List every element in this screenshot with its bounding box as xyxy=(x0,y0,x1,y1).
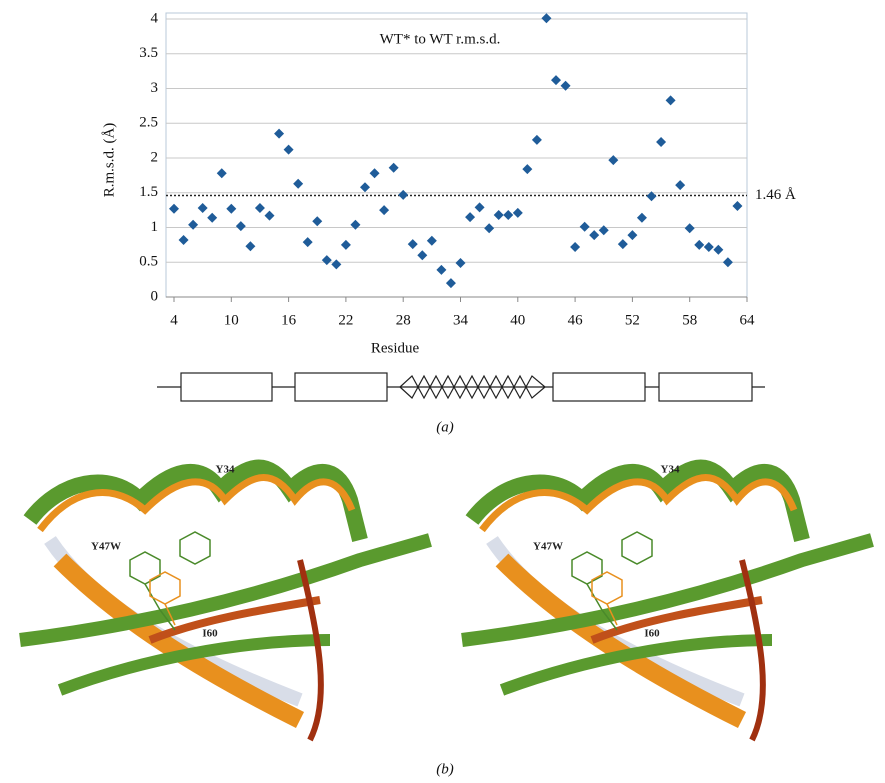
residue-label: I60 xyxy=(644,628,660,640)
residue-label: Y47W xyxy=(91,541,121,553)
structure-view xyxy=(462,468,872,741)
line-chart: 0 0.5 1 1.5 2 2.5 3 3.5 4 4 10 16 22 28 34 40 46 52 58 64 1.… xyxy=(101,10,796,356)
data-point xyxy=(589,230,600,241)
data-point xyxy=(293,178,304,189)
x-tick-label: 16 xyxy=(281,312,297,328)
data-point xyxy=(570,241,581,252)
data-point xyxy=(455,257,466,268)
data-point xyxy=(331,259,342,270)
residue-label: Y34 xyxy=(661,464,680,476)
data-point xyxy=(426,235,437,246)
data-point xyxy=(360,182,370,193)
panel-label: (b) xyxy=(436,761,454,777)
data-point xyxy=(398,189,409,200)
data-point xyxy=(703,241,714,252)
panel-label: (a) xyxy=(436,419,454,435)
x-tick-label: 58 xyxy=(682,312,697,328)
data-point xyxy=(178,235,189,246)
x-tick-label: 52 xyxy=(625,312,640,328)
data-point xyxy=(321,255,332,266)
data-point xyxy=(665,95,676,106)
data-point xyxy=(474,202,485,213)
data-point xyxy=(379,205,390,216)
data-point xyxy=(531,134,542,145)
x-tick-label: 46 xyxy=(568,312,584,328)
data-point xyxy=(283,144,294,155)
y-tick-label: 0 xyxy=(151,288,159,304)
data-point xyxy=(465,212,476,223)
data-point xyxy=(226,203,237,214)
data-point xyxy=(169,203,179,214)
x-tick-label: 40 xyxy=(510,312,525,328)
data-point xyxy=(684,223,695,234)
plot-frame xyxy=(165,12,748,298)
data-point xyxy=(445,278,456,289)
x-tick-label: 34 xyxy=(453,312,469,328)
x-tick-label: 22 xyxy=(338,312,353,328)
data-point xyxy=(522,164,533,175)
data-point xyxy=(254,203,265,214)
residue-label: Y47W xyxy=(533,541,563,553)
y-tick-label: 1 xyxy=(151,219,159,235)
data-point xyxy=(245,241,256,252)
y-tick-label: 3 xyxy=(151,80,159,96)
data-point xyxy=(541,13,552,24)
x-tick-label: 10 xyxy=(224,312,239,328)
data-point xyxy=(636,212,647,223)
data-point xyxy=(207,212,218,223)
data-point xyxy=(608,155,619,166)
data-point xyxy=(493,209,504,220)
x-axis-title: Residue xyxy=(371,340,420,356)
data-point xyxy=(627,230,638,241)
data-point xyxy=(407,239,418,250)
annotation: WT* to WT r.m.s.d. xyxy=(380,31,501,47)
reference-label: 1.46 Å xyxy=(755,187,796,203)
y-tick-label: 4 xyxy=(151,10,159,26)
residue-label: I60 xyxy=(202,628,218,640)
data-point xyxy=(598,225,609,236)
data-point xyxy=(388,162,399,173)
data-point xyxy=(551,75,561,86)
data-point xyxy=(646,191,657,202)
data-point xyxy=(579,221,590,232)
data-point xyxy=(436,264,447,275)
data-point xyxy=(656,137,667,148)
data-point xyxy=(197,203,208,214)
data-point xyxy=(369,168,380,179)
y-tick-label: 2.5 xyxy=(139,115,158,131)
x-tick-label: 28 xyxy=(396,312,411,328)
structure-view xyxy=(20,468,430,741)
data-point xyxy=(188,219,199,230)
data-point xyxy=(417,250,428,261)
data-point xyxy=(264,210,275,221)
data-point xyxy=(235,221,246,232)
data-point xyxy=(503,209,514,220)
y-tick-label: 1.5 xyxy=(139,184,158,200)
residue-label: Y34 xyxy=(216,464,235,476)
data-point xyxy=(274,128,285,139)
data-point xyxy=(675,180,686,191)
data-point xyxy=(560,80,571,91)
data-point xyxy=(617,239,628,250)
data-point xyxy=(713,244,724,255)
data-point xyxy=(512,207,523,218)
data-point xyxy=(312,216,323,227)
data-point xyxy=(732,200,743,211)
x-tick-label: 4 xyxy=(170,312,178,328)
data-point xyxy=(694,239,705,250)
data-point xyxy=(722,257,733,268)
y-tick-label: 0.5 xyxy=(139,254,158,270)
x-tick-label: 64 xyxy=(740,312,756,328)
data-point xyxy=(302,237,313,248)
data-point xyxy=(340,239,351,250)
y-axis-title: R.m.s.d. (Å) xyxy=(101,123,117,198)
y-tick-label: 2 xyxy=(151,149,159,165)
y-tick-label: 3.5 xyxy=(139,45,158,61)
secondary-structure xyxy=(157,372,765,402)
data-point xyxy=(216,168,227,179)
data-point xyxy=(350,219,361,230)
data-point xyxy=(484,223,495,234)
